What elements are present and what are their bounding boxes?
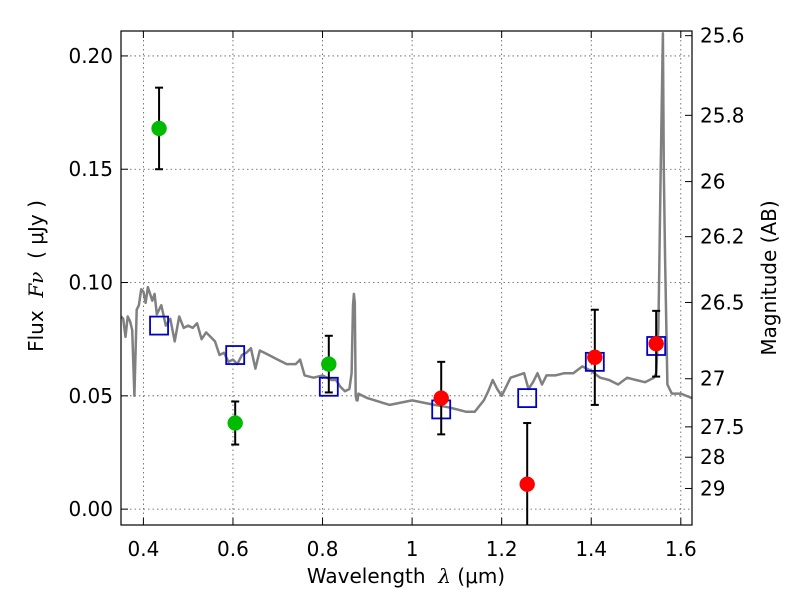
y-tick-label: 0.05 [68,384,113,408]
x-axis-label-symbol: λ [437,564,451,588]
x-axis-label-prefix: Wavelength [307,564,438,588]
synthetic-flux-marker [225,345,246,365]
x-tick-label: 0.8 [307,537,339,561]
y-tick-label: 0.10 [68,271,113,295]
data-points [151,120,664,492]
x-tick-label: 1.2 [486,537,518,561]
x-tick-label: 1.6 [665,537,697,561]
y2-tick-label: 27 [700,367,725,391]
axis-ticks: 0.4 0.6 0.8 1 1.2 1.4 1.6 0.00 0.05 0.10 0.15 0.20 2… [68,24,744,561]
y-axis-label-prefix: Flux [24,298,48,352]
y2-tick-label: 26.2 [700,225,745,249]
y-axis-label-suffix: ( μJy ) [24,200,48,272]
x-axis-label: Wavelength λ (μm) [307,564,505,588]
y-tick-label: 0.15 [68,157,113,181]
x-tick-label: 0.6 [217,537,249,561]
y2-tick-label: 28 [700,445,725,469]
synthetic-flux-marker [149,315,169,336]
y-axis-label: Flux Fν ( μJy ) [24,200,48,352]
x-tick-label: 1.4 [575,537,607,561]
observed-flux-point [519,476,535,492]
x-axis-label-suffix: (μm) [451,564,505,588]
grid [121,31,692,525]
observed-flux-point [433,390,449,406]
y2-tick-label: 29 [700,476,725,500]
y2-tick-label: 26 [700,170,725,194]
observed-flux-point [587,349,603,366]
plot-frame [120,30,693,526]
observed-flux-point [227,415,243,431]
observed-flux-point [321,356,337,372]
plot-background [121,31,692,525]
x-tick-label: 0.4 [127,537,159,561]
observed-flux-point [648,335,664,352]
y-tick-label: 0.00 [68,497,113,521]
x-tick-label: 1 [406,537,419,561]
y-tick-label: 0.20 [68,44,113,68]
y2-axis-label: Magnitude (AB) [757,200,781,355]
y2-tick-label: 27.5 [700,415,745,439]
y2-tick-label: 25.6 [700,24,745,48]
y-axis-label-symbol: Fν [24,272,48,299]
y2-tick-label: 25.8 [700,103,745,127]
y2-tick-label: 26.5 [700,290,745,314]
observed-flux-point [151,120,167,137]
synthetic-flux-marker [517,388,538,409]
